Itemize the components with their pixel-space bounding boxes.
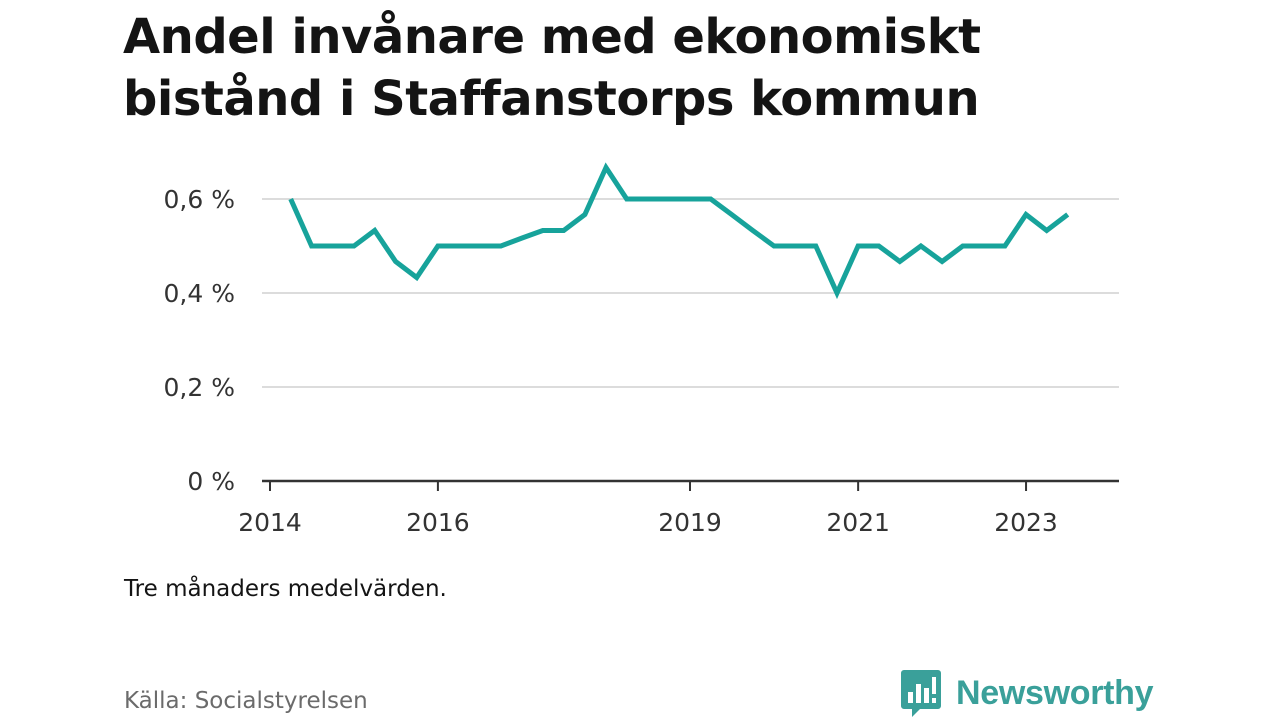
x-tick-label: 2023 bbox=[994, 508, 1058, 537]
brand-name: Newsworthy bbox=[956, 673, 1154, 712]
y-tick-label: 0,4 % bbox=[164, 279, 235, 308]
x-tick-label: 2019 bbox=[658, 508, 722, 537]
y-tick-label: 0 % bbox=[187, 467, 235, 496]
source-credit: Källa: Socialstyrelsen bbox=[124, 688, 368, 714]
x-tick-label: 2021 bbox=[826, 508, 890, 537]
data-series bbox=[288, 162, 1070, 300]
y-tick-label: 0,2 % bbox=[164, 373, 235, 402]
x-tick-label: 2014 bbox=[238, 508, 302, 537]
chart-title-line-1: Andel invånare med ekonomiskt bbox=[123, 9, 981, 65]
chart-title: Andel invånare med ekonomiskt bistånd i … bbox=[123, 6, 1123, 130]
gridlines bbox=[262, 198, 1119, 388]
x-tick-label: 2016 bbox=[406, 508, 470, 537]
brand-logo: Newsworthy bbox=[900, 668, 1154, 718]
y-tick-label: 0,6 % bbox=[164, 185, 235, 214]
y-axis-tick-labels: 0 % 0,2 % 0,4 % 0,6 % bbox=[164, 185, 235, 496]
series-line-0 bbox=[288, 162, 1070, 300]
chart-title-line-2: bistånd i Staffanstorps kommun bbox=[123, 71, 980, 127]
newsworthy-logo-icon bbox=[901, 670, 941, 717]
line-chart: 0 % 0,2 % 0,4 % 0,6 % 2014 2016 2019 2021 2023 bbox=[164, 162, 1119, 537]
x-axis: 2014 2016 2019 2021 2023 bbox=[238, 479, 1119, 537]
chart-note: Tre månaders medelvärden. bbox=[124, 576, 447, 602]
